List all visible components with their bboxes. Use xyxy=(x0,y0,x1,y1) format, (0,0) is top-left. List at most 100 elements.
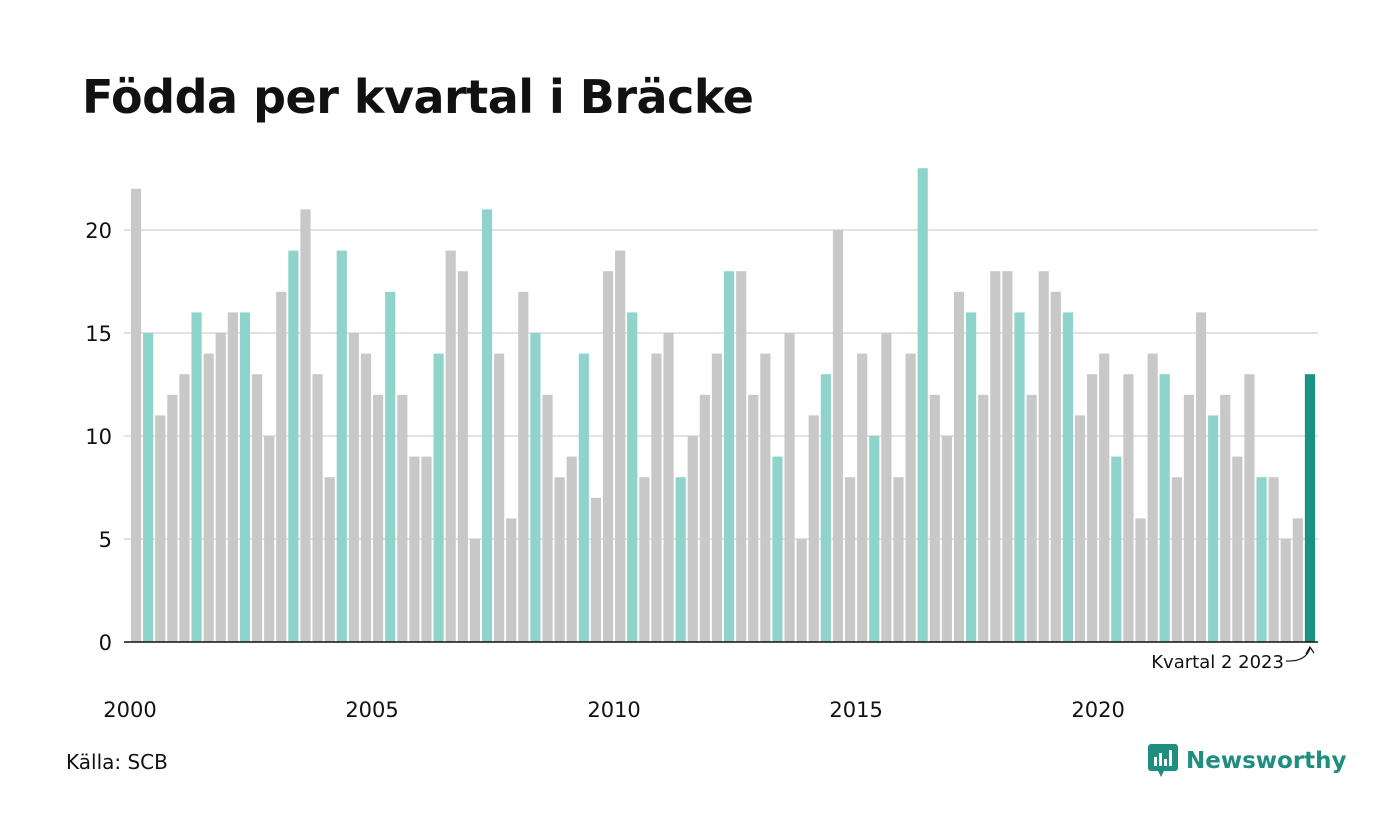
bar xyxy=(699,394,710,642)
bar xyxy=(518,291,529,642)
bar-chart: 0 5 10 15 20 2000 2005 2010 2015 2020 Kvartal 2 … xyxy=(85,168,1318,722)
bar xyxy=(1111,456,1122,642)
y-tick-label: 10 xyxy=(85,425,112,449)
bar xyxy=(1183,394,1195,642)
bar xyxy=(433,353,444,642)
bar xyxy=(602,271,614,642)
bar xyxy=(276,291,287,642)
bars xyxy=(130,168,1316,643)
x-tick-label: 2010 xyxy=(587,698,640,722)
bar xyxy=(1062,312,1073,642)
bar xyxy=(542,394,553,642)
bar xyxy=(941,436,952,642)
annotation-arrow xyxy=(1285,647,1311,662)
bar xyxy=(1087,374,1098,642)
bar xyxy=(687,436,698,642)
bar xyxy=(772,456,783,642)
bar xyxy=(1304,374,1316,642)
bar xyxy=(324,477,335,642)
bar xyxy=(469,539,480,642)
annotation-label: Kvartal 2 2023 xyxy=(1151,652,1284,673)
bar xyxy=(905,353,916,642)
bar xyxy=(857,353,868,642)
bar xyxy=(748,394,759,642)
bar xyxy=(1135,518,1146,642)
bar xyxy=(1220,394,1231,642)
bar xyxy=(494,353,505,642)
bar xyxy=(990,271,1001,642)
bar xyxy=(385,291,396,642)
bar xyxy=(1038,271,1049,642)
bar xyxy=(615,250,626,642)
brand-name: Newsworthy xyxy=(1186,748,1347,774)
x-axis-ticks: 2000 2005 2010 2015 2020 xyxy=(103,698,1125,722)
bar xyxy=(155,415,166,642)
bar xyxy=(796,539,807,642)
bar xyxy=(179,374,190,642)
y-tick-label: 20 xyxy=(85,219,112,243)
bar xyxy=(1244,374,1255,642)
y-axis-ticks: 0 5 10 15 20 xyxy=(85,219,112,655)
bar xyxy=(481,209,493,642)
bar xyxy=(566,456,577,642)
bar xyxy=(1171,477,1182,642)
bar xyxy=(832,230,844,642)
bar xyxy=(1292,518,1303,642)
bar xyxy=(300,209,311,642)
bar xyxy=(663,333,674,642)
bar xyxy=(966,312,977,642)
chart-title: Födda per kvartal i Bräcke xyxy=(82,70,754,124)
bar xyxy=(360,353,372,642)
bar xyxy=(1026,394,1037,642)
bar xyxy=(239,312,251,642)
bar xyxy=(1159,374,1170,642)
bar xyxy=(264,436,275,642)
bar xyxy=(457,271,468,642)
bar xyxy=(1050,291,1061,642)
bar xyxy=(1002,271,1013,642)
bar xyxy=(784,333,795,642)
bar xyxy=(397,394,408,642)
bar xyxy=(215,333,226,642)
y-tick-label: 5 xyxy=(99,528,112,552)
bar xyxy=(929,394,940,642)
bar xyxy=(820,374,831,642)
bar xyxy=(627,312,638,642)
newsworthy-logo: Newsworthy xyxy=(1148,744,1347,778)
bar xyxy=(578,353,589,642)
bar xyxy=(808,415,819,642)
bar xyxy=(130,188,142,643)
bar xyxy=(421,456,432,642)
bar xyxy=(251,374,263,642)
bar xyxy=(711,353,723,642)
bar xyxy=(1195,312,1207,642)
bar xyxy=(893,477,904,642)
bar xyxy=(1074,415,1086,642)
bar xyxy=(1014,312,1025,642)
bar xyxy=(167,394,178,642)
bar xyxy=(760,353,771,642)
bar xyxy=(844,477,856,642)
bar xyxy=(288,250,299,642)
bar xyxy=(203,353,214,642)
x-tick-label: 2000 xyxy=(103,698,156,722)
x-tick-label: 2020 xyxy=(1071,698,1124,722)
bar xyxy=(445,250,456,642)
bar xyxy=(312,374,323,642)
bar xyxy=(1147,353,1158,642)
bar xyxy=(639,477,650,642)
bar xyxy=(336,250,347,642)
bar xyxy=(590,497,602,642)
bar xyxy=(530,333,541,642)
bar xyxy=(736,271,747,642)
bar xyxy=(978,394,989,642)
bar xyxy=(675,477,686,642)
bar xyxy=(409,456,420,642)
bar xyxy=(917,168,928,642)
bar xyxy=(1099,353,1110,642)
bar xyxy=(554,477,565,642)
bar xyxy=(348,333,359,642)
bar xyxy=(1268,477,1279,642)
bar xyxy=(191,312,202,642)
y-tick-label: 15 xyxy=(85,322,112,346)
